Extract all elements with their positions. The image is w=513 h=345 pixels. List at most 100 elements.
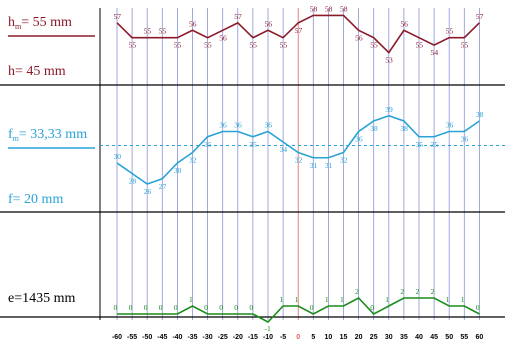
series-e: 0 0 0 0 0 1 0 0 0 0 -1 1 1 0 1 1 2 0 1 2 2 2 1 1 0 — [114, 287, 480, 333]
x-tick-label: -20 — [233, 334, 243, 341]
data-label: 36 — [355, 135, 363, 144]
data-label: 56 — [400, 19, 408, 28]
data-label: 1 — [340, 295, 344, 304]
data-label: 26 — [144, 187, 152, 196]
band-e-labels: e=1435 mm — [8, 291, 75, 306]
data-label: 36 — [265, 121, 273, 130]
vertical-gridlines — [99, 8, 480, 320]
data-label: 36 — [461, 135, 469, 144]
data-label: 36 — [446, 121, 454, 130]
x-tick-label: 30 — [385, 334, 393, 341]
series-h-line — [116, 14, 480, 54]
f-reference-label: f= 20 mm — [8, 192, 63, 207]
data-label: -1 — [265, 324, 271, 333]
data-label: 1 — [461, 295, 465, 304]
x-tick-label: 45 — [430, 334, 438, 341]
data-label: 0 — [249, 303, 253, 312]
data-label: 0 — [204, 303, 208, 312]
x-tick-label: 50 — [445, 334, 453, 341]
x-tick-label: -40 — [172, 334, 182, 341]
data-label: 56 — [219, 33, 227, 42]
data-label: 38 — [400, 124, 408, 133]
data-label: 58 — [310, 4, 318, 13]
data-label: 2 — [400, 287, 404, 296]
x-tick-label: -15 — [248, 334, 258, 341]
data-label: 1 — [446, 295, 450, 304]
data-label: 30 — [174, 166, 182, 175]
band-h-labels: hm= 55 mm h= 45 mm — [8, 15, 72, 79]
data-label: 31 — [310, 161, 318, 170]
data-label: 28 — [129, 177, 137, 186]
data-label: 0 — [310, 303, 314, 312]
data-label: 57 — [476, 12, 484, 21]
data-label: 57 — [114, 12, 122, 21]
data-label: 35 — [249, 140, 257, 149]
series-f: 30 28 26 27 30 32 35 36 36 35 36 34 32 31 31 32 36 38 39 38… — [100, 105, 505, 196]
data-label: 0 — [476, 303, 480, 312]
data-label: 57 — [234, 12, 242, 21]
data-label: 57 — [295, 26, 303, 35]
h-reference-label: h= 45 mm — [8, 64, 66, 79]
data-label: 36 — [234, 121, 242, 130]
data-label: 32 — [295, 156, 303, 165]
x-tick-label: -25 — [218, 334, 228, 341]
x-tick-label: 25 — [370, 334, 378, 341]
series-h: 57 55 55 55 55 56 55 56 57 55 56 55 57 58 58 58 56 55 53 56… — [114, 4, 484, 64]
x-tick-label: 60 — [476, 334, 484, 341]
x-tick-label: -30 — [203, 334, 213, 341]
data-label: 0 — [234, 303, 238, 312]
x-tick-label: 55 — [460, 334, 468, 341]
data-label: 56 — [265, 19, 273, 28]
data-label: 34 — [280, 145, 288, 154]
data-label: 55 — [280, 41, 288, 50]
data-label: 55 — [204, 41, 212, 50]
series-f-line — [116, 114, 480, 185]
x-tick-label: -50 — [142, 334, 152, 341]
data-label: 0 — [129, 303, 133, 312]
x-tick-labels: -60 -55 -50 -45 -40 -35 -30 -25 -20 -15 -10 -5 0 5 10 1… — [112, 334, 483, 341]
data-label: 38 — [476, 110, 484, 119]
x-tick-label: -35 — [187, 334, 197, 341]
data-label: 38 — [370, 124, 378, 133]
data-label: 55 — [144, 27, 152, 36]
data-label: 1 — [385, 295, 389, 304]
x-tick-label: 40 — [415, 334, 423, 341]
data-label: 39 — [385, 105, 393, 114]
data-label: 55 — [159, 27, 167, 36]
data-label: 58 — [340, 4, 348, 13]
h-mean-label: hm= 55 mm — [8, 15, 72, 31]
data-label: 55 — [416, 41, 424, 50]
data-label: 0 — [370, 303, 374, 312]
x-tick-label: 5 — [311, 334, 315, 341]
x-tick-label: 10 — [325, 334, 333, 341]
data-label: 56 — [189, 19, 197, 28]
data-label: 53 — [385, 56, 393, 65]
data-label: 2 — [355, 287, 359, 296]
x-tick-label: 20 — [355, 334, 363, 341]
data-label: 55 — [446, 27, 454, 36]
data-label: 32 — [189, 156, 197, 165]
data-label: 1 — [189, 295, 193, 304]
x-tick-label: -45 — [157, 334, 167, 341]
x-tick-label: 35 — [400, 334, 408, 341]
data-label: 35 — [431, 140, 439, 149]
data-label: 35 — [416, 140, 424, 149]
x-tick-label: -55 — [127, 334, 137, 341]
band-f-labels: fm= 33,33 mm f= 20 mm — [8, 127, 87, 207]
data-label: 1 — [325, 295, 329, 304]
data-label: 32 — [340, 156, 348, 165]
data-label: 31 — [325, 161, 333, 170]
band-axes — [0, 35, 505, 318]
x-tick-label: 15 — [340, 334, 348, 341]
data-label: 56 — [355, 33, 363, 42]
data-label: 54 — [431, 48, 439, 57]
data-label: 55 — [461, 41, 469, 50]
data-label: 55 — [174, 41, 182, 50]
x-tick-label: -10 — [263, 334, 273, 341]
x-tick-label: -60 — [112, 334, 122, 341]
e-gauge-label: e=1435 mm — [8, 291, 75, 306]
x-tick-label: -5 — [280, 334, 286, 341]
data-label: 1 — [280, 295, 284, 304]
data-label: 35 — [204, 140, 212, 149]
